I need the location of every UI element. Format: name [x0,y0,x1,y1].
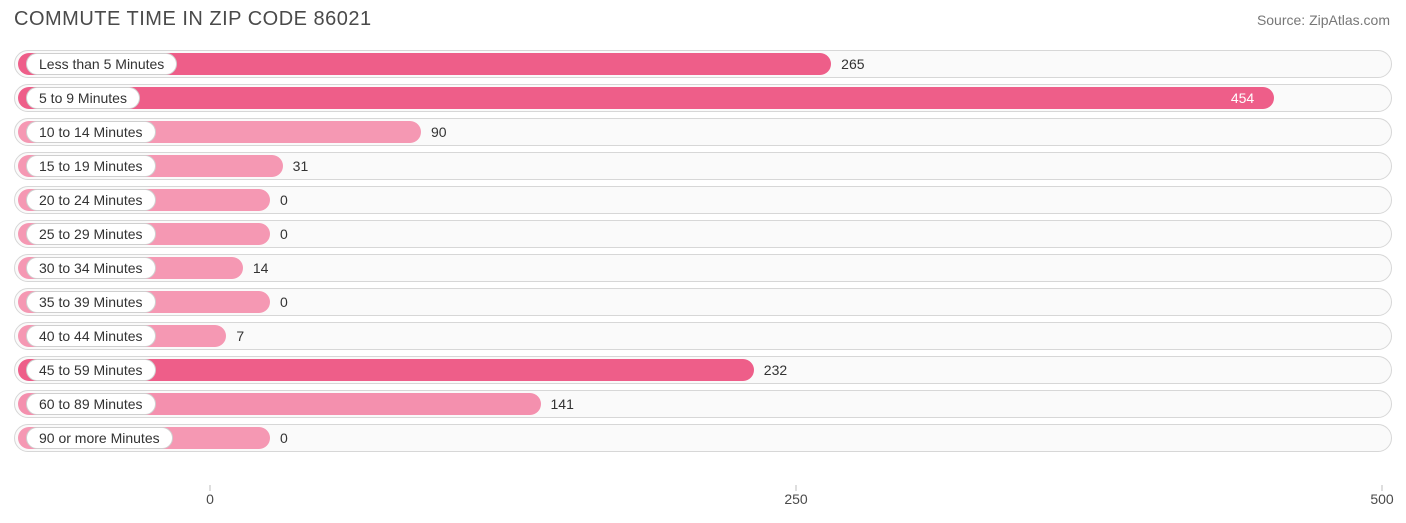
value-label: 7 [236,322,244,350]
axis-tick-label: 500 [1370,491,1393,507]
category-pill: 90 or more Minutes [26,427,173,449]
category-pill: 10 to 14 Minutes [26,121,156,143]
bar-row: 10 to 14 Minutes 90 [14,118,1392,146]
category-pill: 25 to 29 Minutes [26,223,156,245]
category-pill: 20 to 24 Minutes [26,189,156,211]
bar-row: Less than 5 Minutes 265 [14,50,1392,78]
axis-tick-label: 0 [206,491,214,507]
category-pill: 5 to 9 Minutes [26,87,140,109]
bar-row: 90 or more Minutes 0 [14,424,1392,452]
source-attribution: Source: ZipAtlas.com [1257,12,1390,28]
value-label: 0 [280,186,288,214]
bar-chart: Less than 5 Minutes 265 5 to 9 Minutes 454 1… [14,50,1392,485]
category-pill: 35 to 39 Minutes [26,291,156,313]
category-pill: 30 to 34 Minutes [26,257,156,279]
value-label: 232 [764,356,787,384]
category-pill: 60 to 89 Minutes [26,393,156,415]
bar-row: 40 to 44 Minutes 7 [14,322,1392,350]
value-label: 141 [551,390,574,418]
value-label: 0 [280,288,288,316]
bar-fill [18,87,1274,109]
value-label: 0 [280,220,288,248]
value-label: 31 [293,152,309,180]
category-pill: Less than 5 Minutes [26,53,177,75]
bar-row: 60 to 89 Minutes 141 [14,390,1392,418]
chart-title: COMMUTE TIME IN ZIP CODE 86021 [14,8,372,31]
value-label: 0 [280,424,288,452]
bar-row: 15 to 19 Minutes 31 [14,152,1392,180]
value-label: 14 [253,254,269,282]
bar-row: 45 to 59 Minutes 232 [14,356,1392,384]
axis-tick-label: 250 [784,491,807,507]
bar-row: 35 to 39 Minutes 0 [14,288,1392,316]
x-axis: 0 250 500 [14,491,1392,515]
bar-row: 5 to 9 Minutes 454 [14,84,1392,112]
category-pill: 40 to 44 Minutes [26,325,156,347]
category-pill: 45 to 59 Minutes [26,359,156,381]
value-label: 265 [841,50,864,78]
bar-row: 25 to 29 Minutes 0 [14,220,1392,248]
bar-row: 20 to 24 Minutes 0 [14,186,1392,214]
value-label: 90 [431,118,447,146]
value-label: 454 [1231,84,1254,112]
chart-container: COMMUTE TIME IN ZIP CODE 86021 Source: Z… [0,0,1406,523]
category-pill: 15 to 19 Minutes [26,155,156,177]
bar-row: 30 to 34 Minutes 14 [14,254,1392,282]
